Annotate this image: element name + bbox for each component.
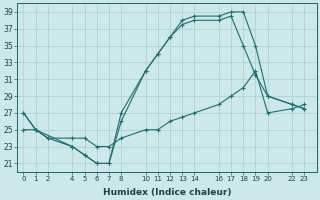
X-axis label: Humidex (Indice chaleur): Humidex (Indice chaleur) — [103, 188, 231, 197]
